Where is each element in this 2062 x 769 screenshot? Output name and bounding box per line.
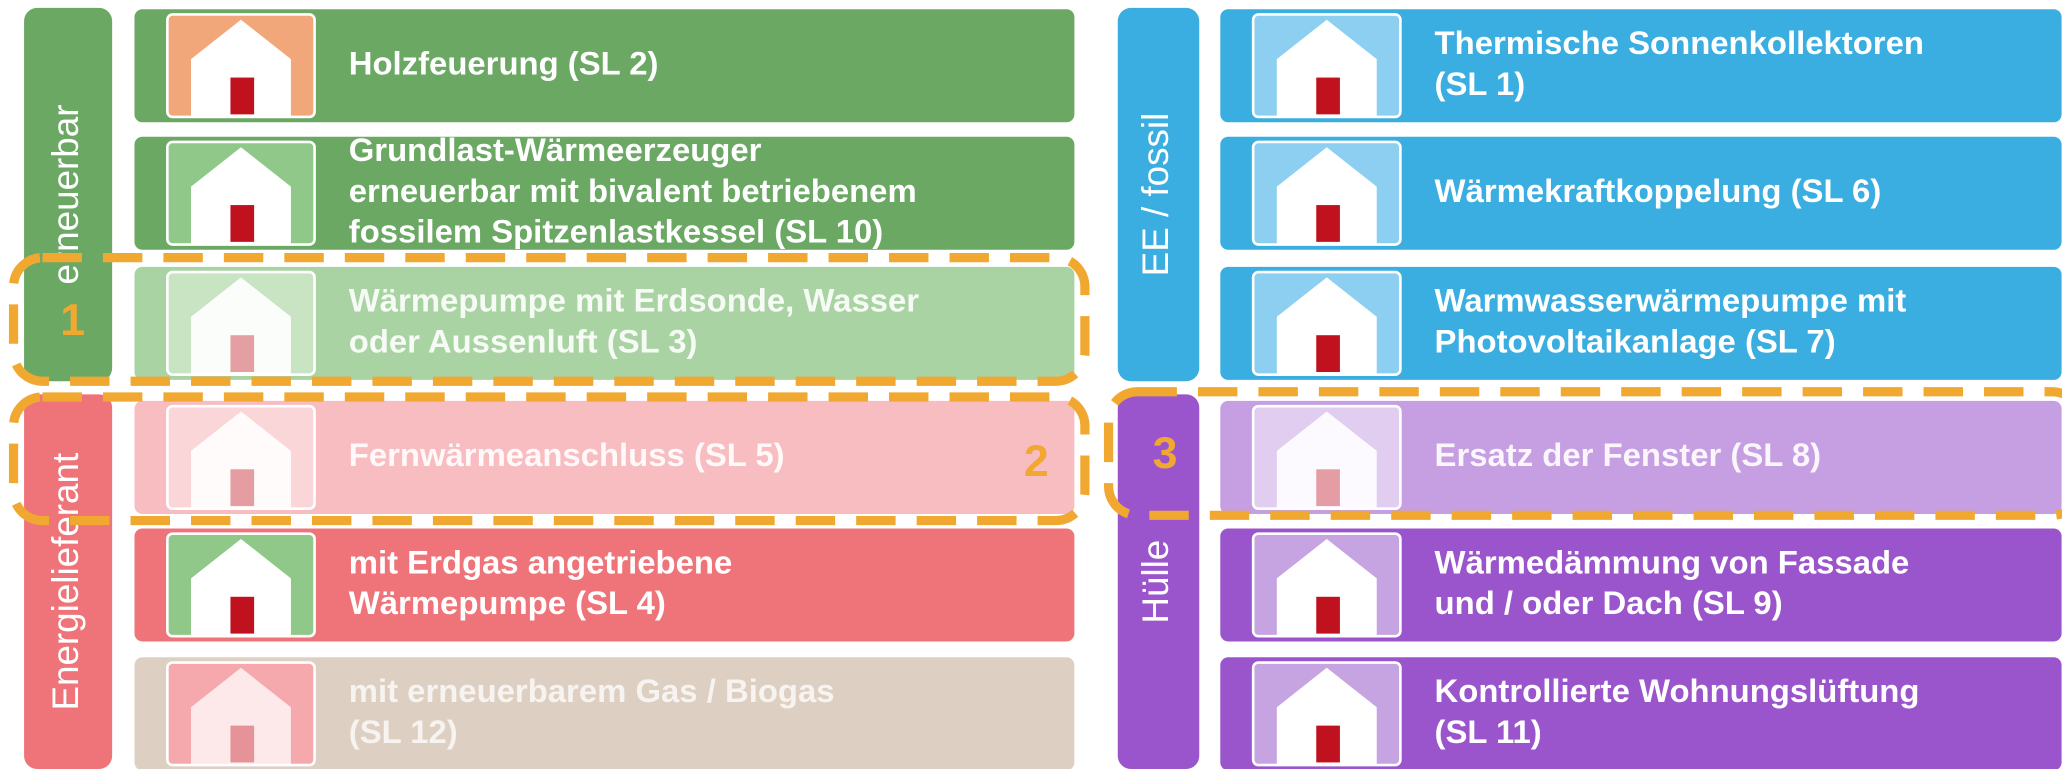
row-box xyxy=(134,266,1075,380)
house-icon xyxy=(1276,667,1377,766)
house-device xyxy=(230,725,255,763)
group-label: Energielieferant xyxy=(45,453,86,711)
house-device xyxy=(230,205,255,242)
row-box xyxy=(1220,657,2062,769)
house-icon xyxy=(1276,277,1377,375)
row-box xyxy=(1220,9,2062,123)
house-device xyxy=(1316,335,1340,373)
row-box xyxy=(134,9,1075,123)
row-text: oder Aussenluft (SL 3) xyxy=(349,322,698,359)
house-icon xyxy=(191,411,291,509)
house-device xyxy=(230,335,255,373)
highlight-box xyxy=(1103,387,2062,520)
house-device xyxy=(1316,596,1340,634)
row-text: erneuerbar mit bivalent betriebenem xyxy=(349,172,917,209)
row-text: Thermische Sonnenkollektoren xyxy=(1435,24,1924,61)
row-text: mit erneuerbarem Gas / Biogas xyxy=(349,672,835,709)
house-icon xyxy=(1276,147,1377,245)
row-box xyxy=(134,657,1075,769)
highlight-box xyxy=(8,392,1090,526)
row-text: Kontrollierte Wohnungslüftung xyxy=(1435,672,1920,709)
highlight-box xyxy=(8,253,1090,386)
row-box xyxy=(1220,266,2062,380)
group-bar xyxy=(24,394,113,769)
row-text: Wärmepumpe mit Erdsonde, Wasser xyxy=(349,282,920,319)
house-device xyxy=(230,77,255,115)
house-device xyxy=(1316,205,1340,242)
row-text: Holzfeuerung (SL 2) xyxy=(349,44,659,81)
group-label: EE / fossil xyxy=(1135,113,1176,277)
house-device xyxy=(230,469,255,507)
row-box xyxy=(1220,136,2062,250)
house-device xyxy=(230,596,255,634)
group-label: Hülle xyxy=(1135,540,1176,624)
row-box xyxy=(134,136,1075,250)
row-text: (SL 11) xyxy=(1435,713,1542,750)
house-icon xyxy=(191,277,291,375)
row-box xyxy=(134,400,1075,514)
house-icon xyxy=(1276,411,1377,509)
row-text: (SL 12) xyxy=(349,713,458,750)
house-icon xyxy=(1276,19,1377,117)
marker-label: 3 xyxy=(1153,429,1178,478)
house-device xyxy=(1316,725,1340,763)
row-text: Ersatz der Fenster (SL 8) xyxy=(1435,436,1822,473)
house-icon xyxy=(191,19,291,117)
row-text: Wärmekraftkoppelung (SL 6) xyxy=(1435,172,1882,209)
group-bar xyxy=(1117,7,1200,382)
row-text: Wärmedämmung von Fassade xyxy=(1435,543,1910,580)
row-text: Grundlast-Wärmeerzeuger xyxy=(349,131,762,168)
house-device xyxy=(1316,469,1340,507)
row-text: mit Erdgas angetriebene xyxy=(349,543,732,580)
row-text: Warmwasserwärmepumpe mit xyxy=(1435,282,1907,319)
house-device xyxy=(1316,77,1340,115)
row-box xyxy=(1220,400,2062,514)
row-box xyxy=(134,528,1075,642)
house-icon xyxy=(1276,538,1377,637)
house-icon xyxy=(191,147,291,245)
group-bar xyxy=(24,7,113,382)
row-text: und / oder Dach (SL 9) xyxy=(1435,584,1783,621)
row-text: Wärmepumpe (SL 4) xyxy=(349,584,666,621)
house-icon xyxy=(191,538,291,637)
row-box xyxy=(1220,528,2062,642)
row-text: Fernwärmeanschluss (SL 5) xyxy=(349,436,785,473)
row-text: (SL 1) xyxy=(1435,65,1526,102)
house-icon xyxy=(191,667,291,766)
marker-label: 2 xyxy=(1024,437,1049,486)
group-bar xyxy=(1117,394,1200,769)
row-text: fossilem Spitzenlastkessel (SL 10) xyxy=(349,213,884,250)
marker-label: 1 xyxy=(60,296,85,345)
row-text: Photovoltaikanlage (SL 7) xyxy=(1435,322,1836,359)
